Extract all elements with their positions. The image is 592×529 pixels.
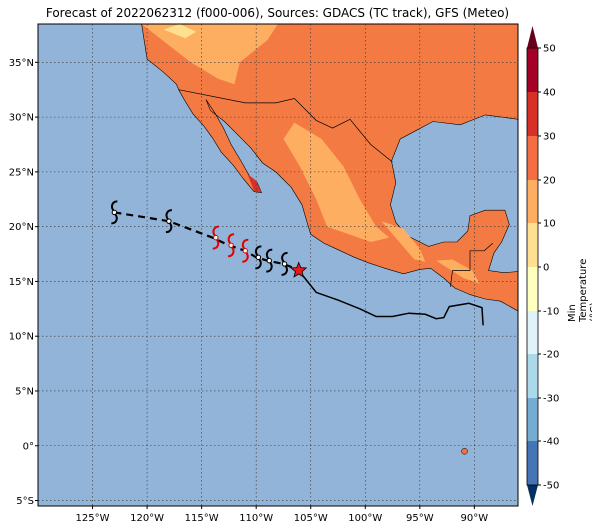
colorbar-tick-label: -20 [543, 350, 559, 361]
colorbar-top-arrow [527, 26, 538, 48]
land-temperature-field [141, 24, 518, 455]
colorbar-tick-label: 30 [543, 132, 556, 143]
lon-tick-label: 120°W [130, 513, 164, 524]
storm-symbol [281, 251, 288, 276]
guatemala-cool-region [436, 259, 480, 284]
colorbar: 50 40 30 20 10 0 -10 -20 -30 -40 -50 [526, 26, 559, 506]
storm-eye [166, 218, 172, 224]
colorbar-tick-label: -10 [543, 307, 559, 318]
colorbar-label: Min Temperature (°C) [567, 258, 592, 322]
colorbar-tick-label: -30 [543, 394, 559, 405]
plot-frame [37, 23, 519, 507]
storm-eye [111, 209, 118, 216]
galapagos-islands [461, 447, 468, 455]
past-track-line [298, 270, 484, 326]
storm-arm-bottom [255, 258, 262, 270]
lat-tick-label: 25°N [9, 167, 34, 178]
storm-arm-bottom [266, 262, 273, 273]
colorbar-band [527, 441, 538, 485]
colorbar-band [527, 311, 538, 354]
storm-symbol [212, 225, 220, 250]
colorbar-tick-label: 10 [543, 219, 556, 230]
longitude-axis: 125°W 120°W 115°W 110°W 105°W 100°W 95°W 90°W [76, 506, 489, 524]
lon-tick-label: 100°W [348, 513, 382, 524]
storm-symbol [110, 200, 118, 225]
lat-tick-label: 5°N [15, 386, 34, 397]
us-mexico-border [178, 89, 393, 163]
lat-tick-label: 15°N [9, 277, 34, 288]
storm-eye [228, 242, 234, 248]
lat-tick-label: 10°N [9, 332, 34, 343]
storm-symbol [241, 238, 249, 263]
colorbar-tick-label: 20 [543, 176, 556, 187]
storm-arm-top [265, 248, 273, 260]
storm-eye [281, 261, 288, 267]
storm-arm-bottom [281, 265, 288, 276]
storm-arm-top [254, 245, 262, 256]
storm-arm-bottom [227, 246, 235, 258]
colorbar-band [527, 48, 538, 92]
colorbar-band [527, 223, 538, 267]
colorbar-band [527, 354, 538, 398]
storm-symbol [254, 245, 262, 270]
current-position-star [290, 261, 308, 278]
baja-tip [247, 174, 262, 193]
storm-track [110, 200, 484, 326]
plot-area [37, 23, 519, 507]
plateau-cool-region [283, 122, 390, 242]
colorbar-tick-label: -50 [543, 481, 559, 492]
storm-symbol [165, 209, 173, 234]
lat-tick-label: 5°S [16, 496, 34, 507]
colorbar-bottom-arrow [527, 485, 538, 506]
lon-tick-label: 95°W [406, 513, 434, 524]
storm-arm-bottom [212, 239, 220, 250]
storm-arm-bottom [165, 222, 173, 234]
colorbar-tick-label: 0 [543, 263, 549, 274]
gridlines [38, 24, 518, 506]
storm-eye [213, 234, 219, 241]
lon-tick-label: 90°W [461, 513, 489, 524]
sierra-cool-region [381, 221, 426, 262]
storm-arm-bottom [242, 252, 249, 263]
storm-arm-top [281, 251, 288, 263]
storm-symbol [265, 248, 273, 273]
lon-tick-label: 105°W [294, 513, 328, 524]
map-title: Forecast of 2022062312 (f000-006), Sourc… [45, 6, 510, 20]
colorbar-band [527, 136, 538, 180]
storm-symbol [227, 233, 235, 258]
storm-arm-top [212, 225, 219, 237]
colorbar-band [527, 267, 538, 311]
lon-tick-label: 110°W [239, 513, 273, 524]
mexico-guatemala-border [450, 242, 494, 287]
storm-arm-top [227, 233, 235, 244]
lat-tick-label: 20°N [9, 222, 34, 233]
storm-arm-top [165, 209, 173, 220]
mountain-cold-region [163, 24, 197, 39]
lat-tick-label: 35°N [9, 58, 34, 69]
lon-tick-label: 115°W [185, 513, 219, 524]
storm-arm-bottom [111, 213, 118, 225]
colorbar-tick-label: 50 [543, 44, 556, 55]
storm-eye [255, 254, 262, 261]
storm-eye [242, 248, 248, 254]
southwest-cool-region [141, 24, 278, 85]
lat-tick-label: 0° [23, 441, 34, 452]
colorbar-band [527, 180, 538, 223]
storm-arm-top [110, 200, 118, 212]
colorbar-tick-label: 40 [543, 88, 556, 99]
lat-tick-label: 30°N [9, 113, 34, 124]
latitude-axis: 35°N 30°N 25°N 20°N 15°N 10°N 5°N 0° 5°S [9, 58, 38, 507]
lon-tick-label: 125°W [76, 513, 110, 524]
storm-eye [266, 257, 272, 264]
colorbar-band [527, 92, 538, 136]
colorbar-tick-label: -40 [543, 437, 559, 448]
storm-arm-top [241, 238, 249, 250]
colorbar-band [527, 398, 538, 441]
